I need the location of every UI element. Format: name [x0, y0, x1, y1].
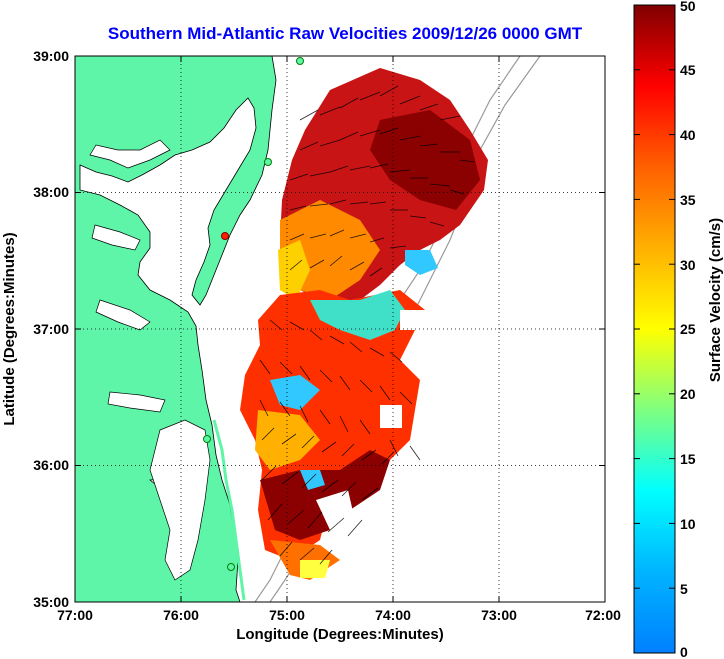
colorbar-tick-label: 5	[680, 581, 688, 597]
y-tick-label: 38:00	[33, 184, 69, 200]
sound-water	[149, 419, 211, 581]
y-tick-label: 37:00	[33, 321, 69, 337]
bay-inlet	[91, 224, 141, 251]
velocity-patch	[370, 110, 480, 210]
colorbar-tick-label: 30	[680, 257, 696, 273]
velocity-vectors	[259, 85, 475, 565]
velocity-field	[240, 68, 488, 580]
colorbar-tick-label: 25	[680, 321, 696, 337]
colorbar-tick-label: 15	[680, 451, 696, 467]
velocity-patch	[270, 375, 320, 410]
y-tick-label: 39:00	[33, 48, 69, 64]
y-tick-label: 36:00	[33, 457, 69, 473]
colorbar-tick-label: 0	[680, 644, 688, 659]
radar-station-marker	[264, 158, 272, 166]
velocity-patch	[300, 470, 325, 490]
radar-station-marker	[203, 435, 211, 443]
colorbar-tick-label: 40	[680, 127, 696, 143]
x-tick-labels: 77:00 76:00 75:00 74:00 73:00 72:00	[57, 607, 621, 623]
radar-stations	[203, 57, 304, 571]
y-tick-labels: 39:00 38:00 37:00 36:00 35:00	[33, 48, 69, 610]
radar-station-marker	[221, 232, 229, 240]
coverage-gap	[380, 405, 402, 428]
bay-inlet	[89, 139, 171, 169]
velocity-patch	[405, 250, 438, 275]
map-title: Southern Mid-Atlantic Raw Velocities 200…	[108, 24, 583, 43]
x-tick-label: 77:00	[57, 607, 93, 623]
barrier-island	[212, 419, 246, 601]
coverage-gap	[316, 490, 356, 530]
colorbar-tick-label: 20	[680, 386, 696, 402]
x-axis-label: Longitude (Degrees:Minutes)	[236, 626, 444, 643]
colorbar-ticks	[634, 69, 675, 589]
x-tick-label: 76:00	[163, 607, 199, 623]
velocity-patch	[278, 240, 310, 300]
coverage-gap	[400, 310, 425, 330]
colorbar-tick-label: 45	[680, 62, 696, 78]
bay-inlet	[95, 299, 151, 331]
colorbar-label: Surface Velocity (cm/s)	[707, 218, 724, 382]
velocity-patch	[260, 450, 390, 540]
x-tick-label: 75:00	[269, 607, 305, 623]
radar-station-marker	[296, 57, 304, 65]
colorbar-tick-label: 10	[680, 516, 696, 532]
y-axis-label: Latitude (Degrees:Minutes)	[1, 232, 18, 425]
velocity-patch	[300, 560, 330, 578]
colorbar	[633, 4, 676, 654]
y-tick-label: 35:00	[33, 594, 69, 610]
colorbar-tick-label: 50	[680, 0, 696, 14]
bay-inlet	[107, 391, 166, 413]
colorbar-tick-labels: 50 45 40 35 30 25 20 15 10 5 0	[680, 0, 696, 659]
velocity-patch	[310, 290, 405, 340]
radar-station-marker	[227, 563, 235, 571]
grid-lines	[75, 56, 605, 602]
colorbar-tick-label: 35	[680, 192, 696, 208]
x-tick-label: 73:00	[481, 607, 517, 623]
tick-marks	[75, 56, 605, 602]
x-tick-label: 74:00	[375, 607, 411, 623]
x-tick-label: 72:00	[585, 607, 621, 623]
